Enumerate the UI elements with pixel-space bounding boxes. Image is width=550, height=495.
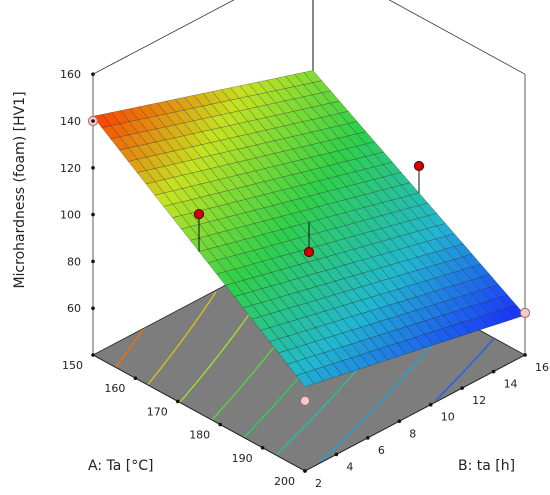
box-top-edge	[92, 0, 235, 75]
y-tick-mark	[523, 353, 527, 357]
y-tick-mark	[460, 386, 464, 390]
y-tick-label: 16	[535, 361, 549, 374]
y-tick-label: 4	[346, 460, 353, 473]
floor-front-edge-tb	[304, 354, 526, 472]
design-point	[193, 209, 205, 220]
x-tick-mark	[91, 353, 95, 357]
axis-ticks: 60 80 100 120 140 160 150 160 170 180 190 200 2 4 6 8 10…	[60, 68, 549, 490]
x-tick-label: 190	[232, 452, 253, 465]
x-tick-label: 200	[274, 475, 295, 488]
surface-cell	[295, 372, 315, 388]
x-tick-label: 170	[147, 405, 168, 418]
z-tick-mark	[91, 119, 95, 123]
y-tick-label: 14	[504, 378, 518, 391]
y-tick-mark	[334, 452, 339, 457]
chart-box-front-edges	[92, 354, 526, 472]
design-points	[87, 0, 531, 406]
x-tick-mark	[176, 399, 180, 404]
x-tick-mark	[260, 446, 265, 450]
box-top-edge	[388, 0, 526, 75]
x-tick-label: 160	[104, 382, 125, 395]
z-tick-mark	[91, 166, 95, 170]
x-tick-mark	[218, 422, 222, 427]
y-tick-mark	[397, 419, 402, 424]
design-point	[413, 160, 425, 172]
z-tick-mark	[91, 259, 95, 264]
response-surface	[92, 70, 526, 388]
y-tick-label: 10	[441, 411, 455, 424]
z-tick-label: 140	[60, 115, 81, 128]
y-tick-label: 8	[409, 427, 416, 440]
z-tick-label: 120	[60, 162, 81, 175]
z-tick-mark	[91, 72, 95, 76]
z-tick-label: 160	[60, 68, 81, 81]
y-axis-title: B: ta [h]	[458, 458, 515, 474]
y-tick-mark	[303, 469, 307, 473]
x-tick-mark	[133, 376, 138, 381]
floor-front-edge-ta	[92, 354, 306, 472]
y-tick-label: 2	[315, 477, 322, 490]
design-point	[303, 246, 315, 258]
z-tick-mark	[91, 306, 95, 311]
y-tick-mark	[366, 436, 370, 440]
y-tick-mark	[428, 402, 433, 407]
y-tick-label: 6	[378, 444, 385, 457]
y-tick-mark	[491, 369, 496, 374]
design-point	[299, 395, 311, 406]
z-tick-label: 100	[60, 209, 81, 222]
contour-line	[114, 328, 144, 368]
x-tick-label: 180	[189, 429, 210, 442]
design-point	[519, 307, 531, 318]
z-tick-mark	[91, 212, 95, 217]
z-tick-label: 60	[67, 302, 81, 315]
contour-line	[435, 337, 495, 402]
y-tick-label: 12	[472, 394, 486, 407]
z-axis-title: Microhardness (foam) [HV1]	[12, 91, 28, 288]
contour-line	[147, 291, 217, 386]
z-tick-label: 80	[67, 255, 81, 268]
x-axis-title: A: Ta [°C]	[88, 458, 153, 474]
x-tick-label: 150	[62, 359, 83, 372]
